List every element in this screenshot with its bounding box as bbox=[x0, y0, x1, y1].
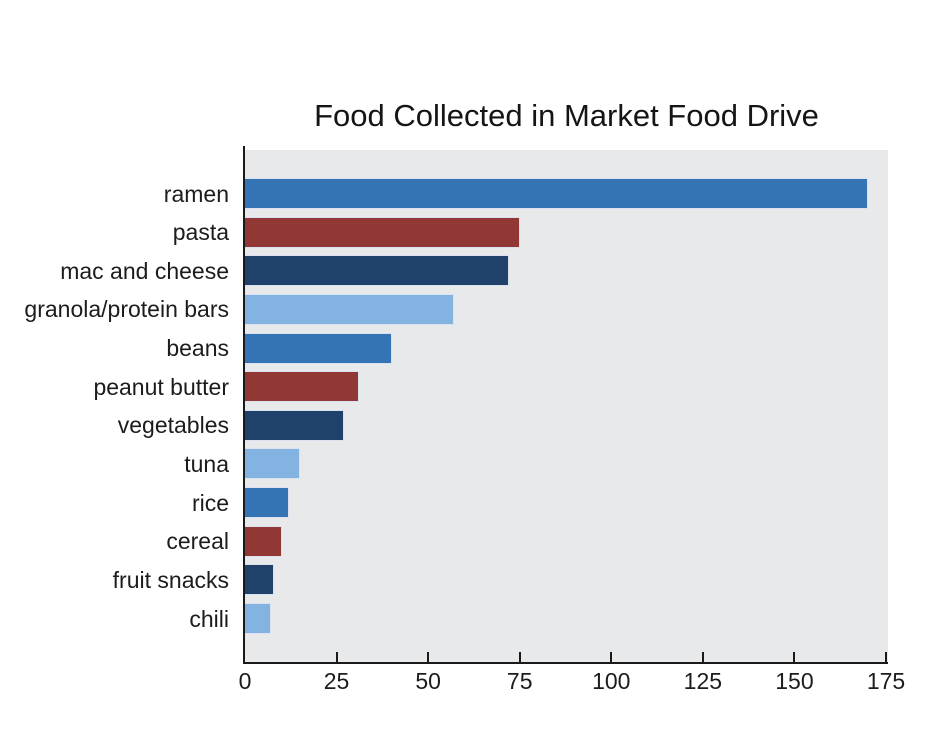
bar bbox=[245, 487, 289, 519]
bar-row bbox=[245, 255, 509, 287]
y-axis-label: fruit snacks bbox=[112, 566, 229, 593]
y-axis-label: cereal bbox=[166, 528, 229, 555]
bar-row bbox=[245, 371, 359, 403]
y-axis-label: rice bbox=[191, 489, 229, 516]
bar bbox=[245, 332, 392, 364]
chart-title: Food Collected in Market Food Drive bbox=[314, 98, 819, 133]
y-axis-label: tuna bbox=[184, 450, 229, 477]
bar bbox=[245, 409, 344, 441]
bar bbox=[245, 448, 300, 480]
bar-row bbox=[245, 525, 282, 557]
x-axis-tick bbox=[793, 652, 796, 662]
x-axis-tick bbox=[518, 652, 521, 662]
y-axis-label: ramen bbox=[163, 180, 229, 207]
bar-row bbox=[245, 409, 344, 441]
bar bbox=[245, 178, 868, 209]
y-axis-label: granola/protein bars bbox=[24, 296, 229, 323]
x-axis-tick bbox=[885, 652, 887, 662]
x-axis-tick-label: 100 bbox=[592, 668, 631, 694]
bar-row bbox=[245, 293, 454, 325]
x-axis-tick-label: 175 bbox=[866, 668, 906, 694]
y-axis-label: pasta bbox=[172, 219, 229, 246]
bar-row bbox=[245, 216, 520, 248]
x-axis-tick bbox=[335, 652, 338, 662]
bar bbox=[245, 525, 282, 557]
x-axis-tick-label: 0 bbox=[238, 668, 252, 694]
x-axis-tick bbox=[701, 652, 704, 662]
bar-row bbox=[245, 564, 275, 596]
y-axis-spine bbox=[243, 146, 245, 664]
bar bbox=[245, 371, 359, 403]
bar-row bbox=[245, 332, 392, 364]
bar bbox=[245, 564, 275, 596]
x-axis-tick-label: 125 bbox=[683, 668, 723, 694]
bar bbox=[245, 603, 271, 635]
x-axis-tick-labels: 0 25 50 75 100 125 150 175 bbox=[239, 668, 906, 700]
y-axis-label: peanut butter bbox=[93, 373, 229, 400]
x-axis-tick bbox=[610, 652, 613, 662]
y-axis-labels: ramen pasta mac and cheese granola/protein … bbox=[0, 150, 237, 662]
x-axis-tick-label: 50 bbox=[415, 668, 441, 694]
x-axis-spine bbox=[243, 662, 888, 664]
y-axis-label: chili bbox=[189, 605, 229, 632]
x-axis-tick-label: 75 bbox=[506, 668, 533, 694]
bar bbox=[245, 216, 520, 248]
y-axis-label: mac and cheese bbox=[60, 257, 229, 284]
bar bbox=[245, 293, 454, 325]
bar-row bbox=[245, 603, 271, 635]
x-axis-tick bbox=[427, 652, 430, 662]
x-axis-tick-label: 25 bbox=[323, 668, 350, 694]
plot-area bbox=[243, 146, 888, 664]
y-axis-label: vegetables bbox=[117, 412, 229, 439]
y-axis-label: beans bbox=[166, 335, 229, 362]
bar bbox=[245, 255, 509, 287]
bar-row bbox=[245, 448, 300, 480]
x-axis-tick-label: 150 bbox=[775, 668, 814, 694]
bar-row bbox=[245, 178, 868, 209]
bar-row bbox=[245, 487, 289, 519]
